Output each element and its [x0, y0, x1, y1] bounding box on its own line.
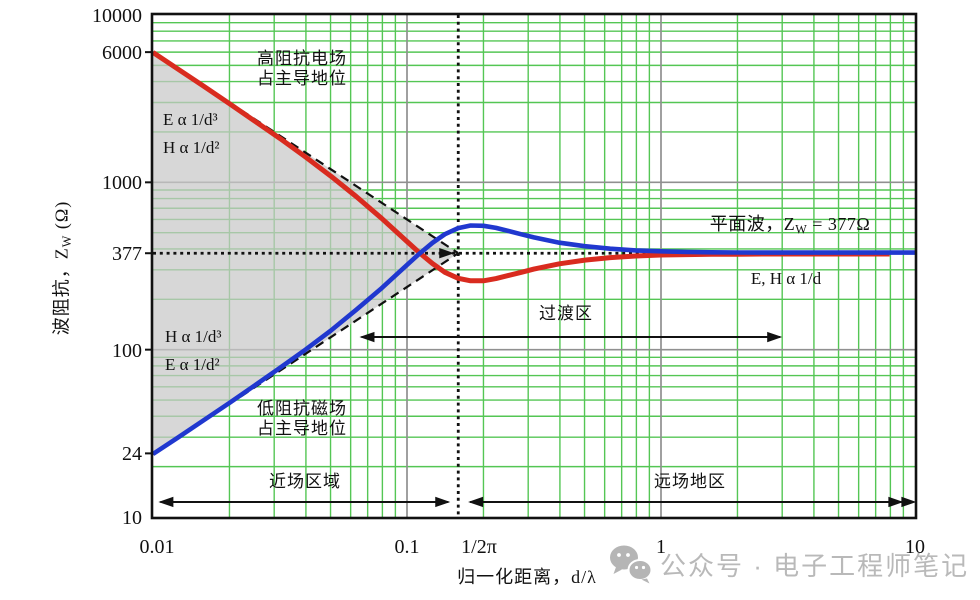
y-tick-100: 100 — [112, 340, 142, 362]
x-tick-half-pi: 1/2π — [461, 536, 497, 558]
annotation-plane-wave-value: = 377Ω — [807, 214, 871, 234]
annotation-far-decay: E, H α 1/d — [750, 269, 822, 288]
x-tick-1: 1 — [656, 536, 666, 558]
annotation-plane-wave-text: 平面波，Z — [709, 214, 796, 234]
formula-h-near-top: H α 1/d² — [163, 138, 220, 157]
watermark-text: 公众号 · 电子工程师笔记 — [660, 550, 970, 581]
formula-e-near-top: E α 1/d³ — [163, 110, 218, 129]
y-tick-24: 24 — [122, 443, 142, 465]
annotation-low-impedance-line1: 低阻抗磁场 — [257, 399, 347, 418]
x-tick-10: 10 — [905, 536, 925, 558]
watermark: 公众号 · 电子工程师笔记 — [608, 544, 969, 584]
label-transition-region: 过渡区 — [539, 304, 593, 323]
annotation-plane-wave-sub: W — [795, 222, 808, 237]
annotation-plane-wave: 平面波，ZW = 377Ω — [710, 214, 871, 237]
label-far-field-region: 远场地区 — [654, 472, 726, 491]
annotation-high-impedance: 高阻抗电场 占主导地位 — [257, 49, 347, 90]
annotation-low-impedance: 低阻抗磁场 占主导地位 — [257, 399, 347, 440]
formula-h-near-bottom: H α 1/d³ — [165, 327, 222, 346]
x-axis-title: 归一化距离，d/λ — [457, 567, 597, 587]
y-axis-title-unit: (Ω) — [51, 200, 72, 235]
y-axis-title: 波阻抗，ZW (Ω) — [51, 201, 74, 335]
y-tick-10000: 10000 — [92, 5, 142, 27]
annotation-high-impedance-line1: 高阻抗电场 — [257, 49, 347, 68]
annotation-high-impedance-line2: 占主导地位 — [257, 69, 347, 89]
x-tick-0p1: 0.1 — [394, 536, 420, 558]
y-tick-1000: 1000 — [102, 172, 142, 194]
x-tick-0p01: 0.01 — [139, 536, 175, 558]
y-tick-6000: 6000 — [102, 42, 142, 64]
formula-e-near-bottom: E α 1/d² — [165, 355, 220, 374]
y-tick-377: 377 — [112, 243, 142, 265]
annotation-low-impedance-line2: 占主导地位 — [257, 419, 347, 439]
y-tick-10: 10 — [122, 507, 142, 529]
label-near-field-region: 近场区域 — [269, 472, 341, 491]
wechat-icon — [610, 545, 653, 584]
